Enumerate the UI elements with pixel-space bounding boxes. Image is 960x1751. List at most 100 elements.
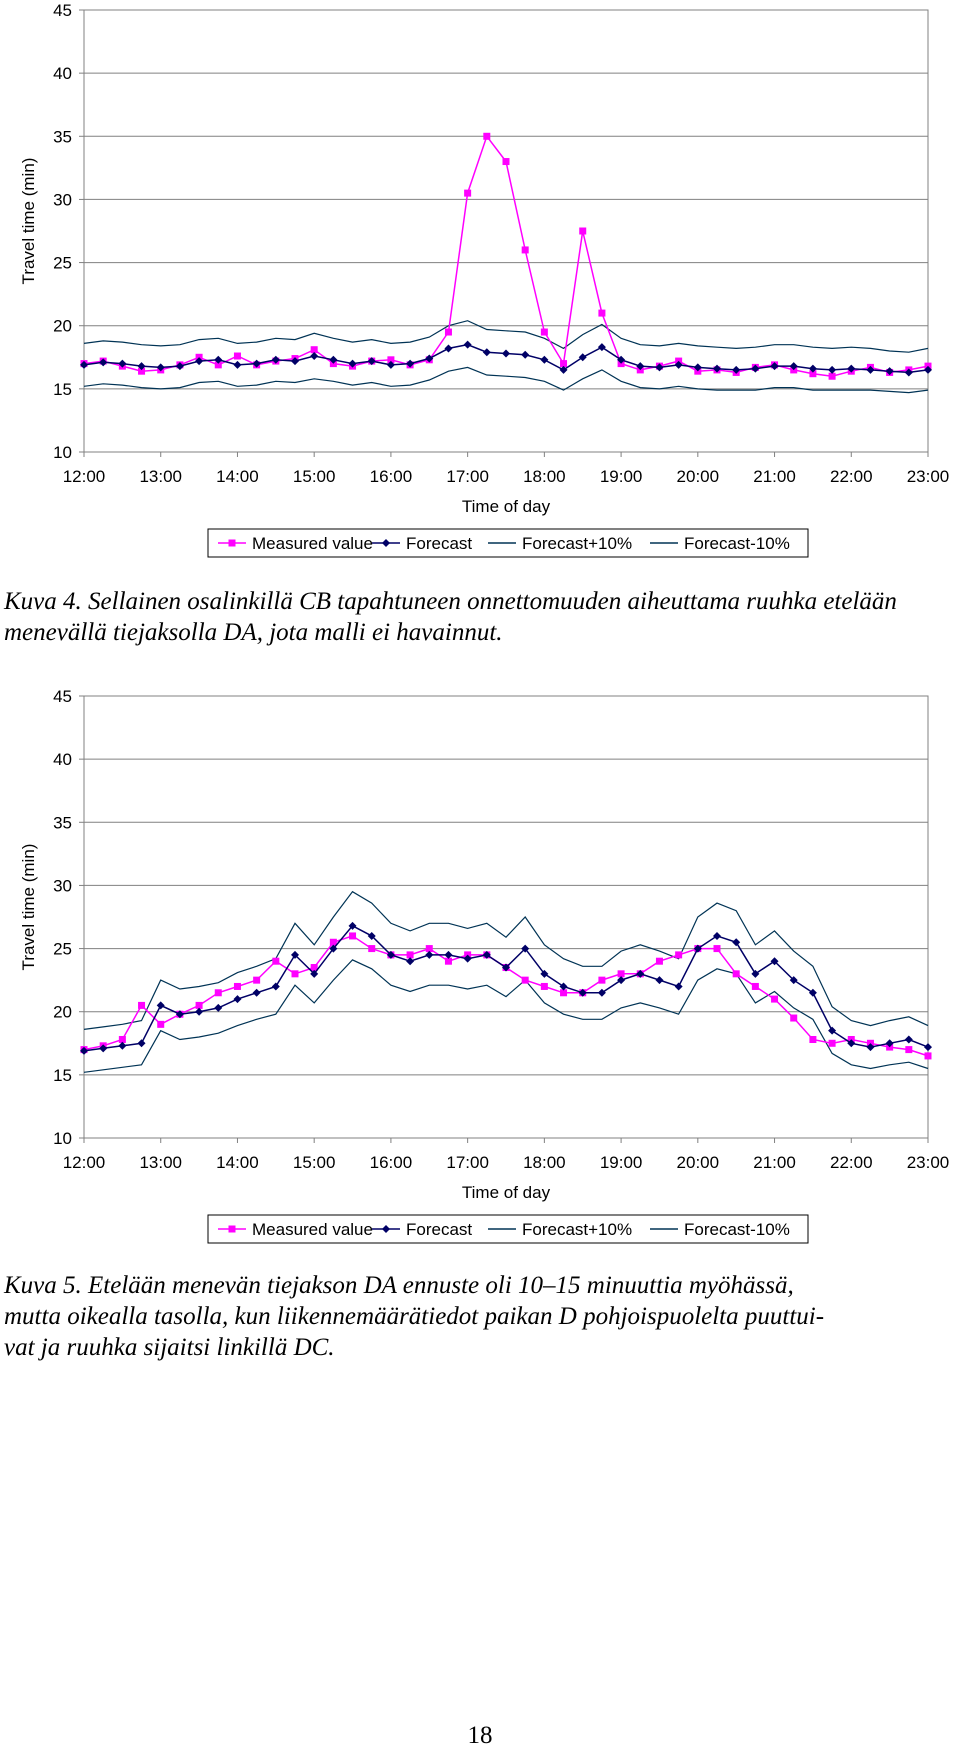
y-tick-label: 30: [53, 190, 72, 209]
forecast-point: [732, 365, 741, 374]
measured-point: [675, 951, 683, 959]
forecast-point: [578, 988, 587, 997]
forecast-point: [655, 976, 664, 985]
y-tick-label: 30: [53, 876, 72, 895]
forecast-point: [521, 350, 530, 359]
x-tick-label: 22:00: [830, 1153, 873, 1172]
measured-point: [655, 957, 663, 965]
legend-entry: Forecast+10%: [488, 1220, 632, 1239]
measured-point: [540, 982, 548, 990]
forecast-point: [195, 1007, 204, 1016]
forecast-point: [444, 344, 453, 353]
measured-point: [233, 352, 241, 360]
forecast-point: [252, 359, 261, 368]
caption-figure-4: Kuva 4. Sellainen osalinkillä CB tapahtu…: [4, 588, 897, 646]
forecast-point: [367, 931, 376, 940]
measured-point: [387, 356, 395, 364]
forecast-point: [156, 1001, 165, 1010]
y-tick-label: 35: [53, 813, 72, 832]
forecast-point: [655, 363, 664, 372]
measured-point: [291, 970, 299, 978]
forecast-point: [828, 365, 837, 374]
forecast-point: [252, 988, 261, 997]
y-axis-label: Travel time (min): [19, 158, 38, 285]
forecast-point: [233, 995, 242, 1004]
measured-point: [771, 995, 779, 1003]
x-tick-label: 17:00: [446, 1153, 489, 1172]
legend-entry: Forecast-10%: [650, 534, 790, 553]
forecast-point: [271, 982, 280, 991]
y-tick-label: 40: [53, 64, 72, 83]
forecast-point: [444, 950, 453, 959]
y-tick-label: 10: [53, 1129, 72, 1148]
y-tick-label: 35: [53, 127, 72, 146]
measured-point: [118, 1035, 126, 1043]
x-tick-label: 20:00: [677, 467, 720, 486]
series-forecast-10-line: [83, 320, 929, 353]
measured-point: [540, 328, 548, 336]
forecast-point: [713, 931, 721, 940]
legend-label: Measured value: [252, 1220, 373, 1239]
measured-point: [828, 1039, 836, 1047]
measured-point: [483, 132, 491, 140]
forecast-point: [214, 355, 223, 364]
x-axis-label: Time of day: [462, 497, 551, 516]
x-tick-label: 23:00: [907, 467, 950, 486]
forecast-point: [137, 1039, 146, 1048]
x-tick-label: 21:00: [753, 1153, 796, 1172]
forecast-point: [175, 1010, 184, 1019]
chart-figure-4: 45 40 35 30 25 20 15 10 12:00 13:00 14:00 15:00 16:0…: [0, 0, 960, 570]
forecast-point: [118, 359, 127, 368]
x-axis-label: Time of day: [462, 1183, 551, 1202]
series-forecast-10-line: [83, 890, 929, 1030]
measured-point: [598, 309, 606, 317]
chart-4-svg: 45 40 35 30 25 20 15 10 12:00 13:00 14:00 15:00 16:0…: [19, 1, 950, 558]
forecast-point: [866, 365, 875, 374]
legend-marker: [382, 539, 390, 547]
legend-entry: Forecast+10%: [488, 534, 632, 553]
forecast-point: [847, 364, 856, 373]
y-tick-label: 15: [53, 380, 72, 399]
measured-point: [751, 982, 759, 990]
legend-label: Forecast-10%: [684, 1220, 790, 1239]
forecast-point: [559, 982, 568, 991]
forecast-point: [808, 364, 817, 373]
measured-point: [521, 246, 529, 254]
forecast-point: [386, 950, 395, 959]
forecast-point: [636, 362, 645, 371]
forecast-point: [617, 976, 626, 985]
measured-point: [329, 938, 337, 946]
x-tick-label: 19:00: [600, 1153, 643, 1172]
x-tick-label: 20:00: [677, 1153, 720, 1172]
forecast-point: [617, 355, 626, 364]
plot-area: [83, 695, 929, 1139]
legend-marker: [382, 1225, 390, 1233]
forecast-point: [636, 969, 645, 978]
forecast-point: [597, 343, 606, 352]
series-forecast-10-line: [83, 366, 929, 394]
legend-label: Measured value: [252, 534, 373, 553]
measured-point: [253, 976, 261, 984]
measured-point: [713, 945, 721, 953]
forecast-point: [713, 364, 721, 373]
measured-point: [195, 1001, 203, 1009]
x-tick-label: 23:00: [907, 1153, 950, 1172]
forecast-point: [386, 360, 395, 369]
measured-point: [444, 328, 452, 336]
measured-point: [310, 346, 318, 354]
forecast-point: [751, 969, 760, 978]
legend-marker: [228, 1225, 236, 1233]
forecast-point: [329, 944, 338, 953]
measured-point: [349, 932, 357, 940]
forecast-point: [578, 353, 587, 362]
measured-point: [368, 945, 376, 953]
measured-point: [579, 227, 587, 235]
measured-point: [502, 158, 510, 166]
y-tick-label: 45: [53, 1, 72, 20]
forecast-point: [425, 354, 434, 363]
legend-entry: Measured value: [218, 1220, 373, 1239]
legend-entry: Forecast: [372, 534, 472, 553]
forecast-point: [751, 364, 760, 373]
y-tick-label: 45: [53, 687, 72, 706]
measured-point: [233, 982, 241, 990]
